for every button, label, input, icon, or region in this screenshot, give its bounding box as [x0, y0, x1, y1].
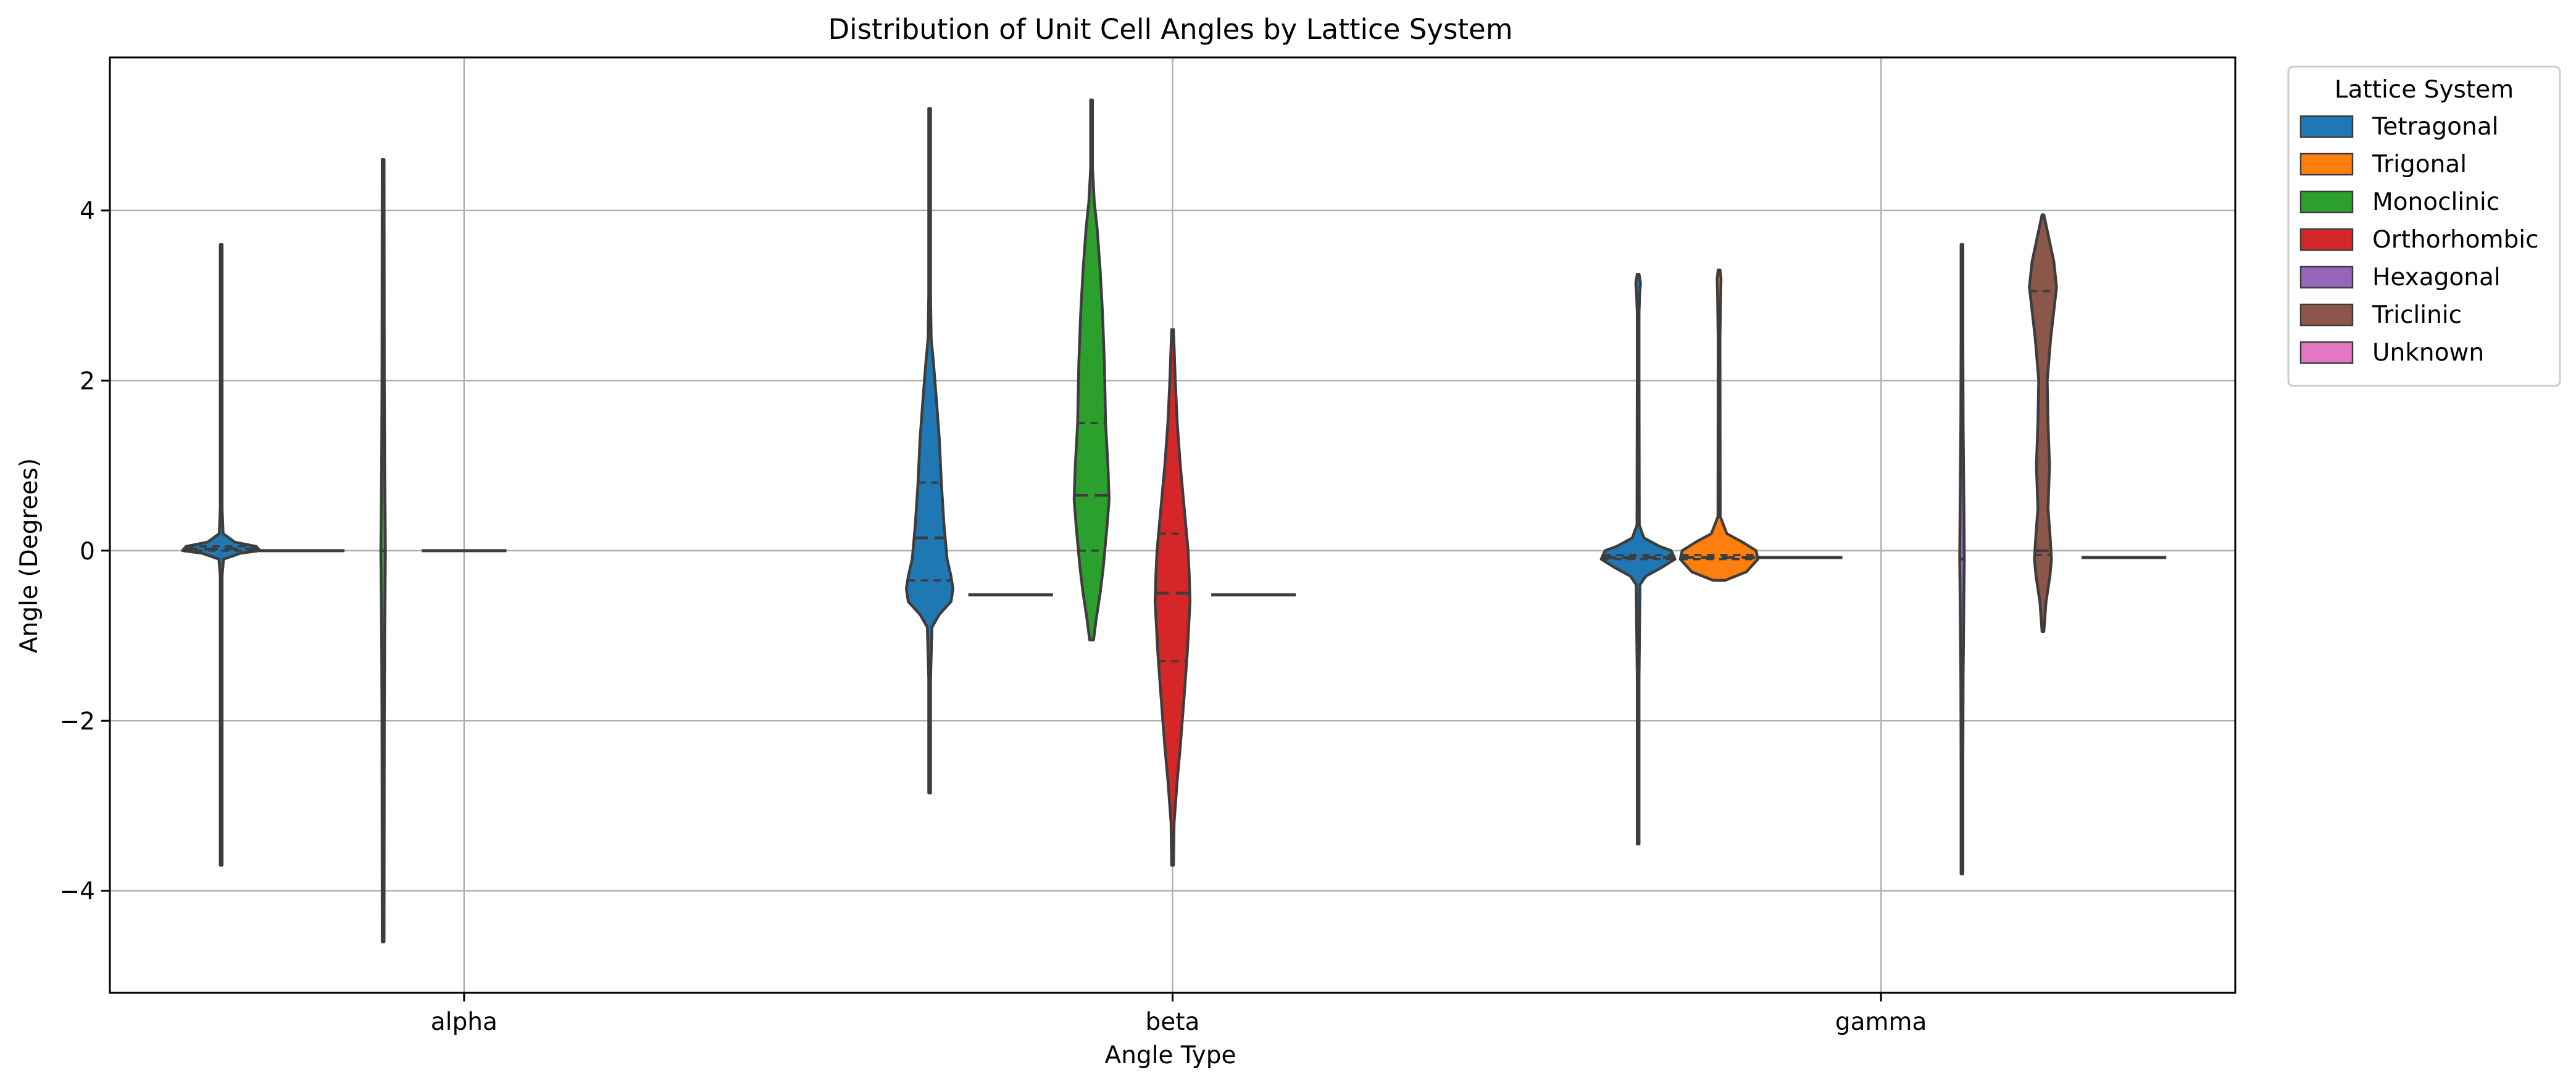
violin-body: [1678, 269, 1760, 582]
legend-item-orthorhombic: Orthorhombic: [2299, 226, 2539, 254]
legend-item-triclinic: Triclinic: [2299, 301, 2462, 329]
violin-alpha-monoclinic: [379, 158, 387, 943]
legend-swatch: [2299, 228, 2354, 251]
violin-body: [1599, 272, 1677, 846]
violin-body: [2028, 213, 2058, 633]
legend-swatch: [2299, 341, 2354, 364]
y-axis-label: Angle (Degrees): [15, 458, 43, 653]
violin-body: [1153, 328, 1192, 867]
legend-title: Lattice System: [2335, 76, 2514, 104]
violin-beta-monoclinic: [1072, 98, 1111, 642]
legend-label: Triclinic: [2372, 301, 2462, 329]
chart-title: Distribution of Unit Cell Angles by Latt…: [828, 13, 1512, 46]
legend-item-hexagonal: Hexagonal: [2299, 264, 2501, 291]
legend-swatch: [2299, 303, 2354, 327]
y-tick-label: 0: [80, 538, 95, 566]
y-tick-label: −4: [60, 878, 96, 906]
x-axis-label: Angle Type: [1105, 1042, 1236, 1069]
legend-item-monoclinic: Monoclinic: [2299, 188, 2499, 216]
x-tick-label: alpha: [431, 1008, 498, 1036]
legend-box: [2287, 65, 2561, 387]
violin-beta-tetragonal: [904, 107, 955, 795]
violin-gamma-hexagonal: [1958, 243, 1966, 876]
legend-item-unknown: Unknown: [2299, 339, 2484, 367]
legend-swatch: [2299, 190, 2354, 214]
legend-label: Trigonal: [2372, 151, 2467, 178]
violin-gamma-trigonal: [1678, 269, 1760, 582]
legend-swatch: [2299, 115, 2354, 138]
violin-alpha-tetragonal: [181, 243, 262, 867]
legend-swatch: [2299, 153, 2354, 176]
legend-item-trigonal: Trigonal: [2299, 151, 2467, 178]
violin-body: [181, 243, 262, 867]
x-tick-label: beta: [1146, 1008, 1200, 1036]
violin-beta-orthorhombic: [1153, 328, 1192, 867]
violin-gamma-tetragonal: [1599, 272, 1677, 846]
y-tick-label: 4: [80, 198, 95, 225]
violin-body: [904, 107, 955, 795]
legend-label: Tetragonal: [2372, 113, 2498, 141]
legend-item-tetragonal: Tetragonal: [2299, 113, 2498, 141]
legend-label: Monoclinic: [2372, 188, 2499, 216]
legend-label: Orthorhombic: [2372, 226, 2539, 254]
y-tick-label: −2: [60, 708, 96, 735]
violin-gamma-triclinic: [2028, 213, 2058, 633]
legend-swatch: [2299, 265, 2354, 289]
x-tick-label: gamma: [1835, 1008, 1927, 1036]
legend-label: Hexagonal: [2372, 264, 2501, 291]
y-tick-label: 2: [80, 367, 95, 395]
legend-label: Unknown: [2372, 339, 2484, 367]
violin-body: [1072, 98, 1111, 642]
